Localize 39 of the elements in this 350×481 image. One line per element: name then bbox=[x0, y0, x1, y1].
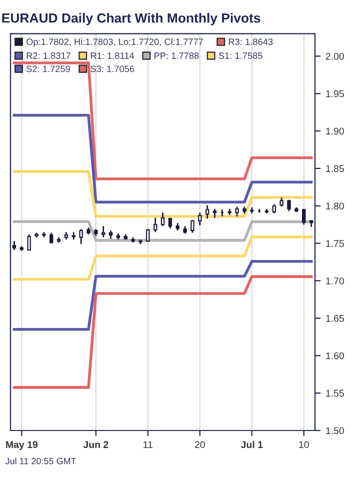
candlestick bbox=[153, 217, 158, 233]
candlestick bbox=[146, 228, 150, 243]
x-tick-label: 11 bbox=[144, 441, 152, 448]
y-tick-label: 2.00 bbox=[326, 52, 344, 60]
y-tick-label: 1.90 bbox=[326, 128, 344, 135]
y-tick-label: 1.60 bbox=[326, 352, 344, 360]
x-tick-label: May 19 bbox=[6, 441, 38, 450]
x-tick-label: Jul 1 bbox=[240, 440, 263, 448]
chart-title: EURAUD Daily Chart With Monthly Pivots bbox=[2, 12, 260, 26]
legend-label: Op:1.7802, Hi:1.7803, Lo:1.7720, Cl:1.7777 bbox=[26, 38, 203, 47]
candlestick bbox=[27, 234, 31, 251]
x-tick-label: 20 bbox=[194, 441, 205, 448]
candlestick bbox=[198, 212, 202, 226]
candlestick bbox=[235, 206, 239, 218]
legend-label: R3: 1.8643 bbox=[228, 38, 273, 46]
legend-label: R1: 1.8114 bbox=[90, 52, 134, 59]
legend-label: S3: 1.7056 bbox=[90, 66, 134, 72]
x-tick-label: 10 bbox=[299, 441, 309, 448]
candlestick bbox=[205, 204, 210, 220]
legend-label: R2: 1.8317 bbox=[26, 52, 70, 59]
y-tick-label: 1.50 bbox=[326, 427, 344, 434]
y-tick-label: 1.65 bbox=[326, 314, 344, 322]
y-tick-label: 1.95 bbox=[326, 90, 344, 98]
candlestick bbox=[160, 212, 165, 227]
x-tick-label: Jun 2 bbox=[83, 441, 108, 448]
y-tick-label: 1.70 bbox=[326, 277, 344, 284]
candlestick bbox=[79, 228, 83, 245]
candlestick bbox=[49, 232, 54, 244]
y-tick-label: 1.80 bbox=[326, 202, 344, 210]
y-tick-label: 1.55 bbox=[326, 390, 344, 397]
candlestick bbox=[101, 225, 106, 238]
candlestick bbox=[190, 219, 194, 234]
legend-label: PP: 1.7788 bbox=[154, 52, 199, 59]
y-tick-label: 1.85 bbox=[326, 165, 344, 172]
y-tick-label: 1.75 bbox=[326, 240, 344, 247]
legend-label: S1: 1.7585 bbox=[218, 52, 262, 59]
candlestick bbox=[302, 208, 306, 226]
text: Jul 11 20:55 GMT bbox=[5, 458, 76, 464]
legend-label: S2: 1.7259 bbox=[26, 66, 70, 72]
